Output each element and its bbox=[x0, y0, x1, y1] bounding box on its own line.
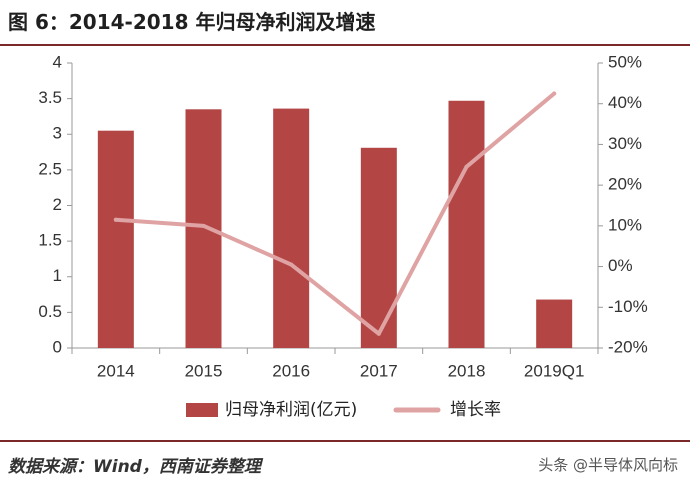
left-tick-label: 2.5 bbox=[38, 159, 62, 178]
bar bbox=[448, 100, 485, 348]
legend-bar-swatch bbox=[186, 403, 218, 417]
line-point bbox=[376, 331, 381, 336]
line-point bbox=[552, 91, 557, 96]
right-tick-label: 50% bbox=[608, 52, 642, 71]
chart-title: 图 6：2014-2018 年归母净利润及增速 bbox=[8, 10, 376, 34]
right-tick-label: 0% bbox=[608, 256, 633, 275]
line-point bbox=[464, 164, 469, 169]
footer-divider bbox=[0, 440, 690, 442]
x-tick-label: 2018 bbox=[448, 361, 486, 380]
right-tick-label: 20% bbox=[608, 175, 642, 194]
left-tick-label: 0 bbox=[53, 337, 62, 356]
bar bbox=[97, 130, 134, 348]
line-point bbox=[289, 262, 294, 267]
legend-line-label: 增长率 bbox=[450, 400, 501, 420]
left-tick-label: 3.5 bbox=[38, 88, 62, 107]
x-tick-label: 2014 bbox=[97, 361, 135, 380]
right-tick-label: -20% bbox=[608, 337, 648, 356]
x-tick-label: 2019Q1 bbox=[524, 361, 585, 380]
source-note: 数据来源：Wind，西南证券整理 bbox=[8, 457, 261, 477]
left-tick-label: 4 bbox=[53, 52, 62, 71]
x-tick-label: 2017 bbox=[360, 361, 398, 380]
watermark: 头条 @半导体风向标 bbox=[538, 456, 678, 474]
growth-line bbox=[113, 91, 557, 336]
left-tick-label: 2 bbox=[53, 195, 62, 214]
x-tick-label: 2016 bbox=[272, 361, 310, 380]
line-point bbox=[201, 223, 206, 228]
title-divider bbox=[0, 44, 690, 46]
right-tick-label: 10% bbox=[608, 215, 642, 234]
right-tick-label: -10% bbox=[608, 297, 648, 316]
legend-bar-label: 归母净利润(亿元) bbox=[225, 400, 357, 420]
right-tick-label: 30% bbox=[608, 134, 642, 153]
bar bbox=[273, 108, 310, 348]
x-tick-label: 2015 bbox=[185, 361, 223, 380]
bar bbox=[536, 299, 573, 348]
left-tick-label: 1.5 bbox=[38, 231, 62, 250]
chart: 0 0.5 1 1.5 2 2.5 3 3.5 4 -20% -10% 0% 10% 20% 30% 40% 5… bbox=[38, 52, 648, 420]
left-tick-label: 1 bbox=[53, 266, 62, 285]
bar bbox=[360, 147, 397, 348]
left-tick-label: 0.5 bbox=[38, 302, 62, 321]
bar bbox=[185, 109, 222, 348]
right-tick-label: 40% bbox=[608, 93, 642, 112]
left-tick-label: 3 bbox=[53, 124, 62, 143]
line-point bbox=[113, 217, 118, 222]
